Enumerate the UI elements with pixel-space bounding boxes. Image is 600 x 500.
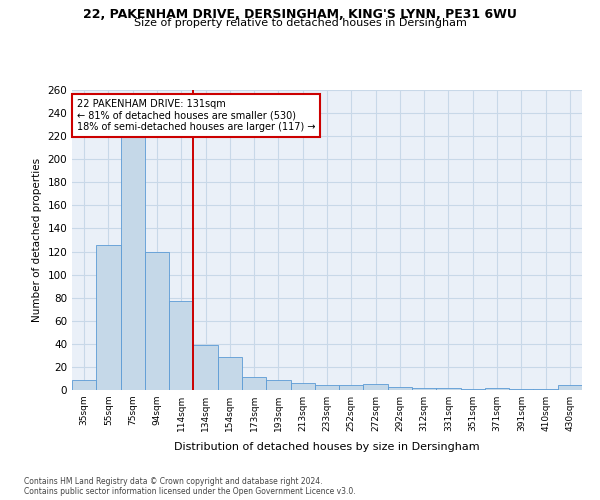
Bar	[339, 386, 364, 390]
Bar	[72, 380, 96, 390]
Bar	[193, 345, 218, 390]
Text: 22 PAKENHAM DRIVE: 131sqm
← 81% of detached houses are smaller (530)
18% of semi: 22 PAKENHAM DRIVE: 131sqm ← 81% of detac…	[77, 99, 316, 132]
Bar	[96, 244, 121, 390]
Bar	[388, 386, 412, 390]
Text: Contains public sector information licensed under the Open Government Licence v3: Contains public sector information licen…	[24, 488, 356, 496]
Bar	[461, 389, 485, 390]
Bar	[558, 386, 582, 390]
Bar	[364, 384, 388, 390]
Bar	[218, 356, 242, 390]
Bar	[485, 388, 509, 390]
Y-axis label: Number of detached properties: Number of detached properties	[32, 158, 42, 322]
Bar	[169, 301, 193, 390]
Bar	[145, 252, 169, 390]
Bar	[290, 383, 315, 390]
Bar	[121, 108, 145, 390]
Bar	[436, 388, 461, 390]
Bar	[533, 389, 558, 390]
Bar	[509, 389, 533, 390]
Bar	[412, 388, 436, 390]
Text: Distribution of detached houses by size in Dersingham: Distribution of detached houses by size …	[174, 442, 480, 452]
Bar	[266, 380, 290, 390]
Text: 22, PAKENHAM DRIVE, DERSINGHAM, KING'S LYNN, PE31 6WU: 22, PAKENHAM DRIVE, DERSINGHAM, KING'S L…	[83, 8, 517, 20]
Bar	[242, 378, 266, 390]
Text: Contains HM Land Registry data © Crown copyright and database right 2024.: Contains HM Land Registry data © Crown c…	[24, 478, 323, 486]
Text: Size of property relative to detached houses in Dersingham: Size of property relative to detached ho…	[134, 18, 466, 28]
Bar	[315, 386, 339, 390]
